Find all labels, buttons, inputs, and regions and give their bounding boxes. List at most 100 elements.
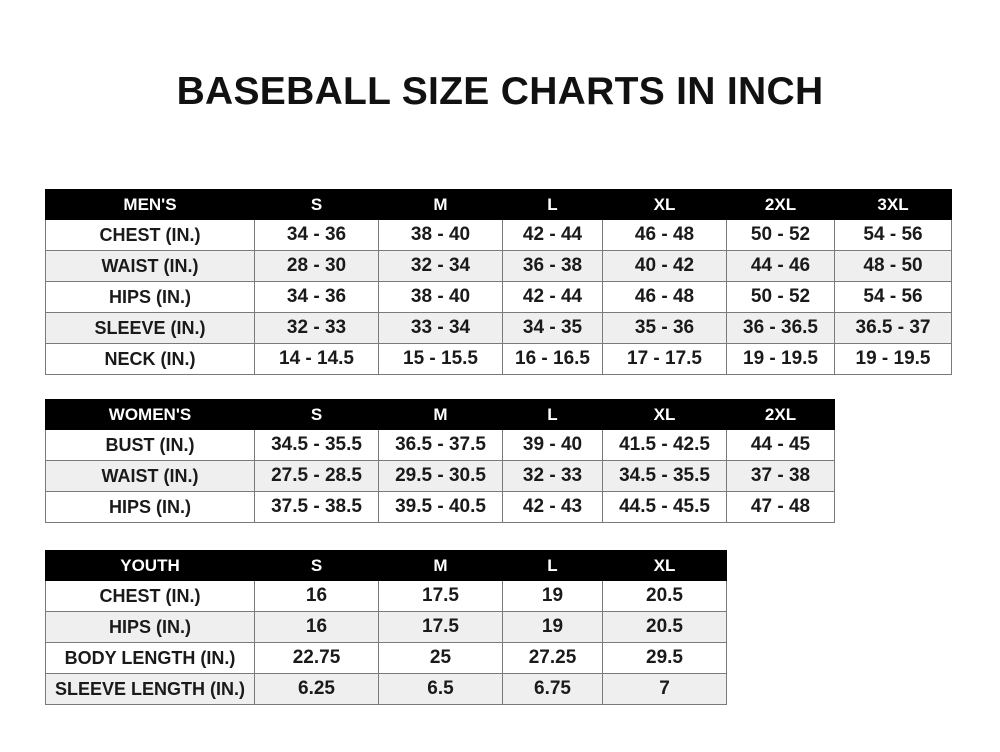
size-value: 17.5 — [378, 611, 503, 643]
measurement-label: WAIST (IN.) — [45, 250, 255, 282]
measurement-label: BODY LENGTH (IN.) — [45, 642, 255, 674]
measurement-label: HIPS (IN.) — [45, 611, 255, 643]
size-header: S — [254, 550, 379, 581]
size-value: 27.25 — [502, 642, 603, 674]
category-header: WOMEN'S — [45, 399, 255, 430]
mens-size-table: MEN'S S M L XL 2XL 3XL CHEST (IN.) 34 - 36 38 - 4… — [45, 189, 952, 375]
youth-size-table: YOUTH S M L XL CHEST (IN.) 16 17.5 19 20.5 HIPS (I… — [45, 550, 727, 705]
womens-size-table: WOMEN'S S M L XL 2XL BUST (IN.) 34.5 - 35.5 36.5… — [45, 399, 835, 523]
size-header: XL — [602, 399, 727, 430]
size-value: 17 - 17.5 — [602, 343, 727, 375]
size-header: L — [502, 550, 603, 581]
size-value: 25 — [378, 642, 503, 674]
size-value: 42 - 43 — [502, 491, 603, 523]
measurement-label: SLEEVE (IN.) — [45, 312, 255, 344]
size-value: 39 - 40 — [502, 429, 603, 461]
header-row: MEN'S S M L XL 2XL 3XL — [45, 189, 952, 220]
size-value: 17.5 — [378, 580, 503, 612]
size-value: 38 - 40 — [378, 219, 503, 251]
size-value: 54 - 56 — [834, 219, 952, 251]
size-header: M — [378, 550, 503, 581]
measurement-label: WAIST (IN.) — [45, 460, 255, 492]
measurement-label: CHEST (IN.) — [45, 580, 255, 612]
table-row: CHEST (IN.) 16 17.5 19 20.5 — [45, 580, 727, 612]
size-header: S — [254, 189, 379, 220]
table-row: HIPS (IN.) 37.5 - 38.5 39.5 - 40.5 42 - 43 4… — [45, 491, 835, 523]
size-header: XL — [602, 550, 727, 581]
size-value: 33 - 34 — [378, 312, 503, 344]
size-value: 37 - 38 — [726, 460, 835, 492]
size-value: 42 - 44 — [502, 281, 603, 313]
table-row: WAIST (IN.) 28 - 30 32 - 34 36 - 38 40 - 42 4… — [45, 250, 952, 282]
size-value: 36 - 38 — [502, 250, 603, 282]
size-value: 16 - 16.5 — [502, 343, 603, 375]
size-value: 29.5 — [602, 642, 727, 674]
measurement-label: SLEEVE LENGTH (IN.) — [45, 673, 255, 705]
size-value: 14 - 14.5 — [254, 343, 379, 375]
size-value: 29.5 - 30.5 — [378, 460, 503, 492]
size-value: 32 - 33 — [502, 460, 603, 492]
size-value: 39.5 - 40.5 — [378, 491, 503, 523]
size-header: 3XL — [834, 189, 952, 220]
size-value: 34 - 35 — [502, 312, 603, 344]
table-row: CHEST (IN.) 34 - 36 38 - 40 42 - 44 46 - 48 5… — [45, 219, 952, 251]
size-value: 34 - 36 — [254, 219, 379, 251]
category-header: YOUTH — [45, 550, 255, 581]
size-value: 19 - 19.5 — [834, 343, 952, 375]
size-header: XL — [602, 189, 727, 220]
size-value: 35 - 36 — [602, 312, 727, 344]
table-row: HIPS (IN.) 16 17.5 19 20.5 — [45, 611, 727, 643]
size-value: 19 — [502, 611, 603, 643]
size-value: 37.5 - 38.5 — [254, 491, 379, 523]
table-row: SLEEVE (IN.) 32 - 33 33 - 34 34 - 35 35 - 36… — [45, 312, 952, 344]
size-value: 34 - 36 — [254, 281, 379, 313]
table-row: BUST (IN.) 34.5 - 35.5 36.5 - 37.5 39 - 40 4… — [45, 429, 835, 461]
size-value: 6.75 — [502, 673, 603, 705]
size-header: M — [378, 189, 503, 220]
measurement-label: BUST (IN.) — [45, 429, 255, 461]
size-value: 28 - 30 — [254, 250, 379, 282]
size-value: 38 - 40 — [378, 281, 503, 313]
table-row: BODY LENGTH (IN.) 22.75 25 27.25 29.5 — [45, 642, 727, 674]
size-value: 41.5 - 42.5 — [602, 429, 727, 461]
size-value: 20.5 — [602, 580, 727, 612]
size-header: S — [254, 399, 379, 430]
size-value: 44 - 46 — [726, 250, 835, 282]
size-value: 36.5 - 37 — [834, 312, 952, 344]
size-value: 16 — [254, 580, 379, 612]
size-value: 54 - 56 — [834, 281, 952, 313]
size-header: L — [502, 399, 603, 430]
size-header: M — [378, 399, 503, 430]
table-row: WAIST (IN.) 27.5 - 28.5 29.5 - 30.5 32 - 33… — [45, 460, 835, 492]
measurement-label: CHEST (IN.) — [45, 219, 255, 251]
size-value: 22.75 — [254, 642, 379, 674]
size-header: L — [502, 189, 603, 220]
size-header: 2XL — [726, 189, 835, 220]
size-value: 48 - 50 — [834, 250, 952, 282]
size-value: 32 - 34 — [378, 250, 503, 282]
size-value: 6.5 — [378, 673, 503, 705]
table-row: HIPS (IN.) 34 - 36 38 - 40 42 - 44 46 - 48 50… — [45, 281, 952, 313]
size-value: 42 - 44 — [502, 219, 603, 251]
size-value: 46 - 48 — [602, 219, 727, 251]
header-row: WOMEN'S S M L XL 2XL — [45, 399, 835, 430]
size-value: 36 - 36.5 — [726, 312, 835, 344]
header-row: YOUTH S M L XL — [45, 550, 727, 581]
size-value: 20.5 — [602, 611, 727, 643]
size-value: 27.5 - 28.5 — [254, 460, 379, 492]
measurement-label: HIPS (IN.) — [45, 281, 255, 313]
size-header: 2XL — [726, 399, 835, 430]
category-header: MEN'S — [45, 189, 255, 220]
size-value: 19 - 19.5 — [726, 343, 835, 375]
size-value: 50 - 52 — [726, 219, 835, 251]
size-value: 7 — [602, 673, 727, 705]
measurement-label: HIPS (IN.) — [45, 491, 255, 523]
size-value: 44.5 - 45.5 — [602, 491, 727, 523]
size-value: 50 - 52 — [726, 281, 835, 313]
size-value: 47 - 48 — [726, 491, 835, 523]
measurement-label: NECK (IN.) — [45, 343, 255, 375]
size-value: 44 - 45 — [726, 429, 835, 461]
size-value: 36.5 - 37.5 — [378, 429, 503, 461]
size-value: 6.25 — [254, 673, 379, 705]
size-value: 40 - 42 — [602, 250, 727, 282]
